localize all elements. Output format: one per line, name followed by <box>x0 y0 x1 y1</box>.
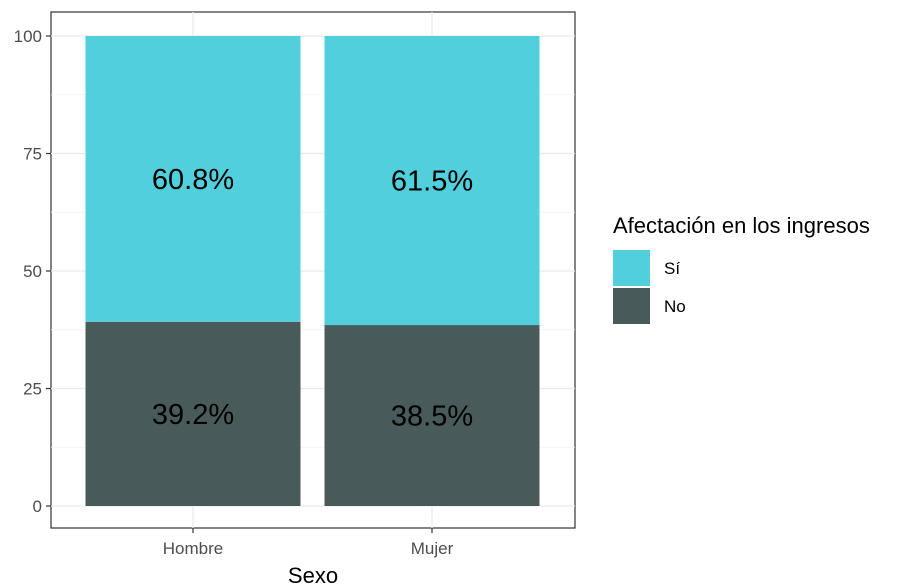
y-tick-label: 75 <box>23 145 42 164</box>
x-tick-label: Hombre <box>163 539 223 558</box>
bar-hombre-si <box>85 36 301 322</box>
legend-key <box>613 250 650 286</box>
bar-label: 39.2% <box>152 399 234 431</box>
bars <box>85 36 540 506</box>
y-tick-label: 100 <box>14 27 42 46</box>
bar-label: 61.5% <box>391 166 473 198</box>
bar-labels: 39.2% 60.8% 38.5% 61.5% <box>152 164 473 433</box>
x-axis-title: Sexo <box>288 563 338 585</box>
x-tick-label: Mujer <box>411 539 454 558</box>
legend-key <box>613 288 650 324</box>
bar-hombre-no <box>85 321 301 506</box>
y-tick-label: 0 <box>33 497 42 516</box>
legend-label: No <box>664 297 686 316</box>
bar-mujer-si <box>324 36 540 326</box>
legend-title: Afectación en los ingresos <box>613 213 870 238</box>
y-axis: 0 25 50 75 100 <box>14 27 51 516</box>
x-axis: Hombre Mujer <box>163 528 454 558</box>
bar-mujer-no <box>324 325 540 506</box>
bar-label: 60.8% <box>152 164 234 196</box>
bar-label: 38.5% <box>391 401 473 433</box>
y-tick-label: 50 <box>23 262 42 281</box>
legend-label: Sí <box>664 259 680 278</box>
legend: Afectación en los ingresos Sí No <box>613 213 870 324</box>
y-tick-label: 25 <box>23 380 42 399</box>
